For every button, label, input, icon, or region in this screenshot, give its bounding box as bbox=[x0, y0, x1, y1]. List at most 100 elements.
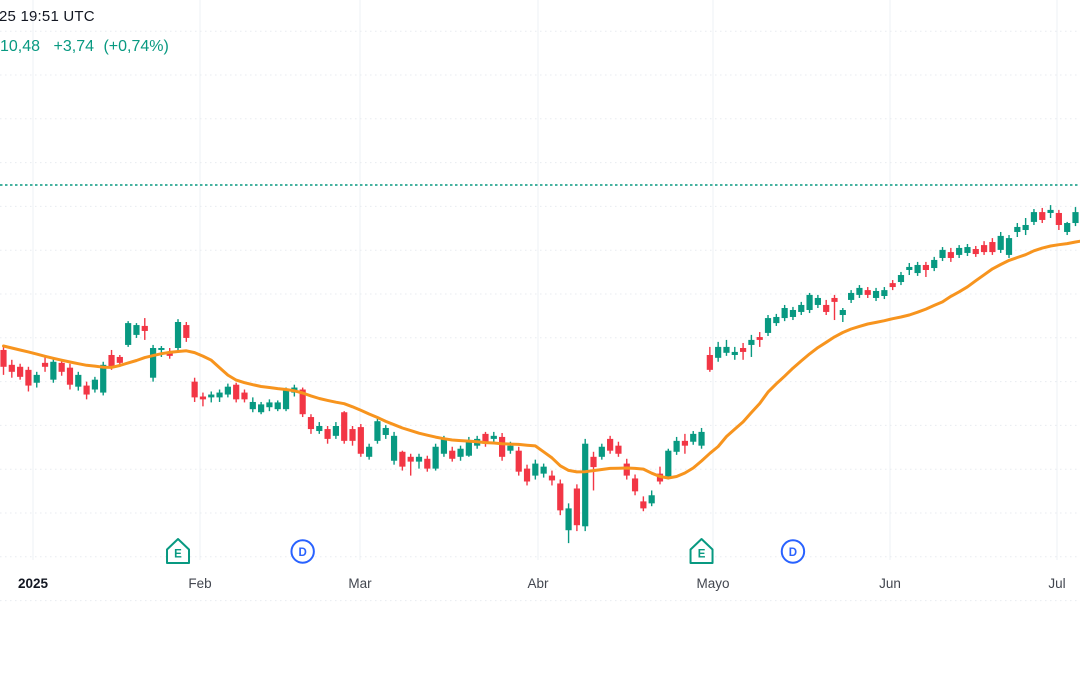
candle-body bbox=[233, 384, 240, 400]
candle-body bbox=[806, 294, 813, 310]
candle bbox=[224, 383, 231, 398]
candle bbox=[831, 294, 838, 321]
candle-body bbox=[1014, 226, 1021, 232]
earnings-badge[interactable]: E bbox=[166, 538, 191, 564]
candle bbox=[715, 341, 722, 362]
candle-body bbox=[241, 392, 248, 400]
candle bbox=[258, 401, 265, 415]
x-axis-label-abr: Abr bbox=[527, 576, 549, 591]
candle bbox=[798, 301, 805, 316]
candle-body bbox=[856, 287, 863, 295]
candle-wick bbox=[750, 334, 753, 357]
candle bbox=[58, 359, 65, 376]
candle bbox=[125, 321, 132, 347]
candle bbox=[83, 381, 90, 400]
candle-body bbox=[607, 438, 614, 451]
candle bbox=[191, 377, 198, 402]
candle bbox=[598, 443, 605, 460]
candle-body bbox=[1064, 223, 1071, 232]
candle bbox=[324, 426, 331, 444]
candle bbox=[548, 470, 556, 486]
earnings-badge[interactable]: E bbox=[689, 538, 714, 564]
candle bbox=[540, 463, 547, 478]
candle bbox=[199, 392, 207, 407]
candle bbox=[1039, 207, 1046, 224]
candle bbox=[673, 436, 680, 455]
candle bbox=[1030, 209, 1038, 225]
candle-body bbox=[125, 323, 132, 345]
candle bbox=[964, 243, 971, 257]
candle-body bbox=[457, 448, 464, 457]
candle-body bbox=[748, 339, 755, 345]
dividend-icon bbox=[780, 539, 806, 564]
earnings-badge-letter: E bbox=[174, 549, 182, 561]
candle bbox=[939, 247, 946, 262]
candle-body bbox=[565, 508, 572, 531]
candle-body bbox=[789, 309, 797, 317]
moving-average-line bbox=[2, 239, 1080, 480]
candle-body bbox=[449, 450, 456, 459]
candle-body bbox=[432, 446, 439, 469]
candle-wick bbox=[409, 453, 412, 476]
candle bbox=[806, 292, 813, 314]
candle bbox=[897, 271, 905, 286]
candle-body bbox=[174, 321, 182, 349]
candle-body bbox=[149, 348, 157, 378]
candle-body bbox=[557, 483, 564, 511]
candle bbox=[922, 261, 930, 277]
candle bbox=[856, 285, 863, 298]
candle bbox=[499, 432, 506, 461]
candle-body bbox=[773, 316, 780, 324]
candle-body bbox=[141, 325, 148, 331]
candle bbox=[607, 435, 614, 454]
candle bbox=[307, 414, 315, 434]
dividend-badge[interactable]: D bbox=[290, 539, 315, 564]
candle bbox=[374, 417, 381, 444]
candle-body bbox=[623, 463, 630, 476]
candle bbox=[640, 496, 647, 512]
candle-body bbox=[980, 245, 988, 253]
earnings-icon bbox=[689, 538, 714, 564]
candle bbox=[41, 355, 49, 372]
candle-body bbox=[382, 427, 389, 435]
candle-body bbox=[931, 259, 938, 269]
candle-body bbox=[41, 362, 49, 367]
candle-body bbox=[424, 458, 431, 469]
candle-body bbox=[872, 290, 880, 298]
candle-body bbox=[75, 374, 82, 387]
candle-body bbox=[191, 381, 198, 398]
candle-body bbox=[665, 450, 672, 477]
candle-body bbox=[532, 463, 539, 476]
candle-body bbox=[357, 427, 364, 454]
candle-body bbox=[341, 412, 348, 441]
candle-body bbox=[1005, 238, 1013, 255]
candle bbox=[341, 411, 348, 444]
candle bbox=[906, 263, 913, 276]
candle bbox=[914, 261, 921, 276]
candle-wick bbox=[202, 392, 204, 407]
earnings-badge-letter: E bbox=[698, 549, 706, 561]
candle-body bbox=[8, 364, 15, 372]
candle bbox=[266, 399, 273, 412]
x-axis-label-jun: Jun bbox=[879, 576, 901, 591]
candle-body bbox=[158, 348, 165, 350]
candle bbox=[208, 391, 215, 403]
candle bbox=[133, 323, 140, 338]
candle bbox=[756, 332, 763, 347]
candle bbox=[515, 446, 522, 476]
candle-body bbox=[731, 351, 738, 355]
candle-body bbox=[573, 488, 580, 526]
candle-body bbox=[673, 440, 680, 452]
candle-body bbox=[66, 367, 74, 385]
candle bbox=[706, 346, 713, 372]
candle-body bbox=[615, 445, 622, 454]
candle bbox=[424, 455, 431, 472]
candle-body bbox=[698, 431, 705, 446]
dividend-badge[interactable]: D bbox=[780, 539, 806, 564]
candle bbox=[25, 366, 32, 392]
candle-body bbox=[116, 356, 123, 363]
candle-body bbox=[914, 264, 921, 274]
candle bbox=[390, 431, 398, 465]
